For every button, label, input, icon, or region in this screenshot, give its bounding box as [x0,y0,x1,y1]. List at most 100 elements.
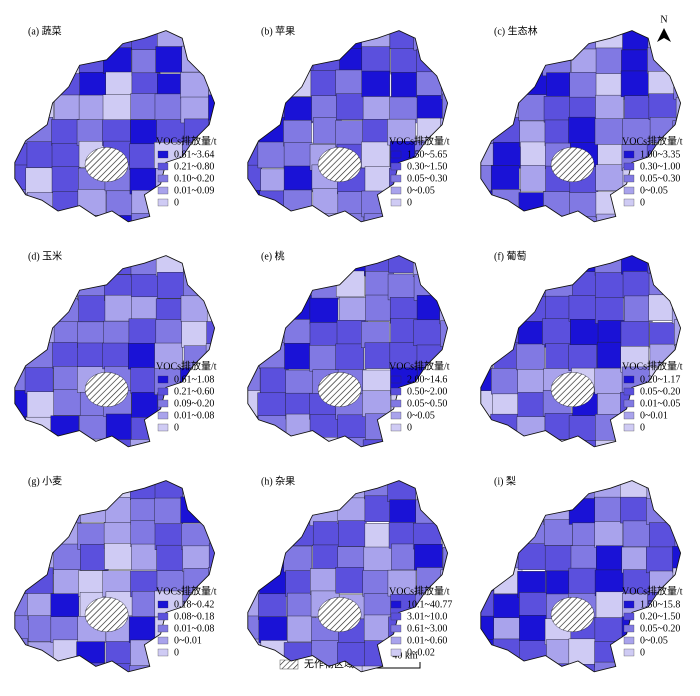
legend-swatch [623,186,635,195]
legend-swatch [390,612,402,621]
legend-swatch [390,648,402,657]
legend-swatch [623,600,635,609]
legend-label: 2.00~14.6 [407,374,447,385]
legend-title: VOCs排放量/t [156,584,217,597]
map-panel: (f) 葡萄 VOCs排放量/t 0.20~1.170.05~0.200.01~0.… [480,249,683,448]
legend-label: 0.05~0.30 [640,173,680,184]
legend-label: 0.09~0.20 [174,398,214,409]
legend-label: 0 [174,422,179,433]
legend-title: VOCs排放量/t [622,359,683,372]
panel-label: (f) 葡萄 [494,249,527,262]
map [14,30,216,223]
map [247,30,449,223]
legend-swatch [623,162,635,171]
legend-swatch [390,387,402,396]
map-panel: (g) 小麦 VOCs排放量/t 0.18~0.420.08~0.180.01~0.… [14,475,217,673]
legend-swatch [623,612,635,621]
legend-label: 1.00~3.35 [640,149,680,160]
legend-swatch [623,174,635,183]
legend-swatch [623,150,635,159]
panel-label: (h) 杂果 [261,475,295,487]
legend-label: 1.50~15.8 [640,599,680,610]
legend-title: VOCs排放量/t [389,359,450,372]
legend-swatch [157,198,169,207]
legend-label: 0.08~0.18 [174,611,214,622]
legend-label: 10.1~40.77 [407,599,452,610]
legend-label: 0.01~0.09 [174,185,214,196]
legend-swatch [623,399,635,408]
panel-label: (c) 生态林 [494,24,538,37]
legend-swatch [390,186,402,195]
legend-label: 0.21~0.60 [174,386,214,397]
legend-label: 0 [407,197,412,208]
legend-label: 0.05~0.30 [407,173,447,184]
legend-label: 0.20~1.50 [640,611,680,622]
legend-label: 0.01~0.08 [174,410,214,421]
legend-label: 0~0.05 [640,185,668,196]
legend-label: 0.61~3.00 [407,623,447,634]
north-arrow: N [657,14,671,42]
legend-label: 0.01~0.08 [174,623,214,634]
legend-label: 0~0.01 [174,635,202,646]
map [247,480,449,673]
legend-swatch [390,150,402,159]
legend-swatch [623,624,635,633]
legend-label: 0.20~1.17 [640,374,680,385]
legend-swatch [157,150,169,159]
map-panel: (e) 桃 VOCs排放量/t 2.00~14.60.50~2.000.05~0.5… [247,249,450,448]
legend-label: 0.21~0.80 [174,161,214,172]
legend-swatch [623,636,635,645]
legend-label: 0~0.05 [407,410,435,421]
map-panel: (d) 玉米 VOCs排放量/t 0.61~1.080.21~0.600.09~0.… [14,249,217,448]
legend-swatch [623,198,635,207]
legend-label: 0~0.01 [640,410,668,421]
legend-label: 0 [407,422,412,433]
legend-swatch [157,186,169,195]
legend-label: 0.30~1.50 [407,161,447,172]
legend-label: 0.61~1.08 [174,374,214,385]
legend-label: 0 [174,197,179,208]
panel-label: (d) 玉米 [28,249,62,262]
legend-swatch [157,375,169,384]
legend-swatch [623,411,635,420]
legend-title: VOCs排放量/t [156,359,217,372]
legend-swatch [390,174,402,183]
legend-title: VOCs排放量/t [622,584,683,597]
panel-label: (g) 小麦 [28,475,62,487]
legend-swatch [390,624,402,633]
legend-swatch [623,387,635,396]
map [14,255,216,448]
map [480,255,682,448]
legend-swatch [623,423,635,432]
map [247,255,449,448]
legend-label: 0~0.05 [407,185,435,196]
legend-label: 0.05~0.20 [640,386,680,397]
legend-label: 0~0.02 [407,647,435,658]
scale-end: 40 km [392,650,418,661]
legend-swatch [157,174,169,183]
map [480,30,682,223]
panel-label: (a) 蔬菜 [28,25,62,37]
legend-swatch [390,399,402,408]
panel-label: (b) 苹果 [261,24,295,37]
legend-swatch [623,375,635,384]
legend-swatch [157,162,169,171]
legend-label: 0 [640,422,645,433]
legend-swatch [157,387,169,396]
legend-swatch [390,375,402,384]
map-panel: (a) 蔬菜 VOCs排放量/t 0.81~3.640.21~0.800.10~0.… [14,25,217,223]
map-panel: (c) 生态林 VOCs排放量/t 1.00~3.350.30~1.000.05~0… [480,24,683,223]
panel-label: (i) 梨 [494,474,516,487]
legend-label: 0.10~0.20 [174,173,214,184]
legend-swatch [390,423,402,432]
legend-label: 0.81~3.64 [174,149,214,160]
map-panel: (i) 梨 VOCs排放量/t 1.50~15.80.20~1.500.05~0.2… [480,474,683,673]
map [14,480,216,673]
legend-label: 0 [640,197,645,208]
legend-swatch [390,411,402,420]
legend-label: 0.05~0.20 [640,623,680,634]
legend-label: 0~0.05 [640,635,668,646]
legend-swatch [157,423,169,432]
map-panel: (b) 苹果 VOCs排放量/t 1.50~5.650.30~1.500.05~0.… [247,24,450,223]
